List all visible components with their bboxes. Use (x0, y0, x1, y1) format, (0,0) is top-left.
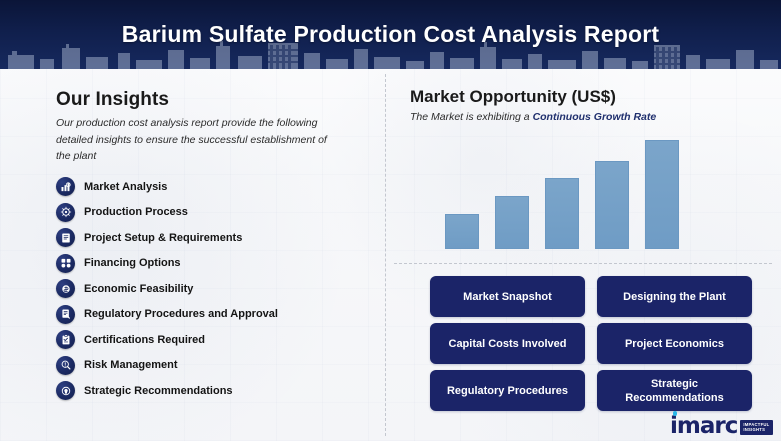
page-title: Barium Sulfate Production Cost Analysis … (121, 21, 660, 47)
insights-panel: Our Insights Our production cost analysi… (0, 69, 385, 441)
logo-tagline: IMPACTFUL INSIGHTS (740, 420, 773, 435)
list-item-label: Economic Feasibility (84, 282, 194, 295)
list-item-label: Production Process (84, 206, 188, 219)
subtitle-prefix: The Market is exhibiting a (410, 111, 533, 123)
list-item[interactable]: Financing Options (56, 251, 376, 277)
grid-button-designing-the-plant[interactable]: Designing the Plant (597, 276, 752, 317)
header-banner: Barium Sulfate Production Cost Analysis … (0, 0, 781, 69)
market-opportunity-title: Market Opportunity (US$) (410, 87, 616, 106)
chart-bar (495, 196, 529, 249)
chart-bar (445, 214, 479, 249)
list-item[interactable]: Certifications Required (56, 327, 376, 353)
logo-dot-icon (672, 411, 677, 416)
vertical-divider (385, 74, 386, 436)
list-item[interactable]: Risk Management (56, 353, 376, 379)
logo-tagline-line2: INSIGHTS (743, 427, 766, 433)
market-opportunity-panel: Market Opportunity (US$) The Market is e… (385, 69, 781, 441)
market-analysis-icon (56, 177, 75, 197)
list-item-label: Certifications Required (84, 333, 206, 346)
market-opportunity-bar-chart (445, 137, 680, 249)
list-item[interactable]: Regulatory Procedures and Approval (56, 302, 376, 328)
chart-bar (545, 178, 579, 249)
grid-button-project-economics[interactable]: Project Economics (597, 323, 752, 364)
list-item-label: Financing Options (84, 257, 181, 270)
horizontal-divider (394, 263, 772, 264)
list-item-label: Project Setup & Requirements (84, 231, 243, 244)
list-item-label: Market Analysis (84, 180, 168, 193)
list-item-label: Strategic Recommendations (84, 384, 233, 397)
city-skyline-icon (8, 41, 778, 69)
list-item[interactable]: Project Setup & Requirements (56, 225, 376, 251)
economic-feasibility-icon (56, 279, 75, 299)
list-item[interactable]: Market Analysis (56, 174, 376, 200)
logo-wordmark-text: imarc (670, 413, 738, 439)
insights-list: Market Analysis Production Process (56, 174, 376, 404)
chart-bar (645, 140, 679, 249)
production-process-icon (56, 202, 75, 222)
topics-grid: Market Snapshot Designing the Plant Capi… (430, 276, 752, 411)
logo-tagline-line1: IMPACTFUL (743, 422, 770, 428)
logo-wordmark: imarc (670, 411, 738, 439)
risk-management-icon (56, 355, 75, 375)
grid-button-market-snapshot[interactable]: Market Snapshot (430, 276, 585, 317)
imarc-logo: imarc IMPACTFUL INSIGHTS (670, 407, 773, 439)
project-setup-icon (56, 228, 75, 248)
grid-button-strategic-recommendations[interactable]: Strategic Recommendations (597, 370, 752, 411)
strategic-recommendations-icon (56, 381, 75, 401)
grid-button-regulatory-procedures[interactable]: Regulatory Procedures (430, 370, 585, 411)
insights-description: Our production cost analysis report prov… (56, 117, 327, 162)
subtitle-accent: Continuous Growth Rate (532, 111, 657, 123)
list-item-label: Risk Management (84, 359, 178, 372)
insights-title: Our Insights (56, 89, 170, 110)
list-item-label: Regulatory Procedures and Approval (84, 308, 278, 321)
regulatory-procedures-icon (56, 304, 75, 324)
list-item[interactable]: Strategic Recommendations (56, 378, 376, 404)
financing-options-icon (56, 253, 75, 273)
market-opportunity-subtitle: The Market is exhibiting a Continuous Gr… (410, 111, 656, 123)
list-item[interactable]: Production Process (56, 200, 376, 226)
grid-button-capital-costs-involved[interactable]: Capital Costs Involved (430, 323, 585, 364)
list-item[interactable]: Economic Feasibility (56, 276, 376, 302)
chart-bar (595, 160, 629, 249)
certifications-icon (56, 330, 75, 350)
